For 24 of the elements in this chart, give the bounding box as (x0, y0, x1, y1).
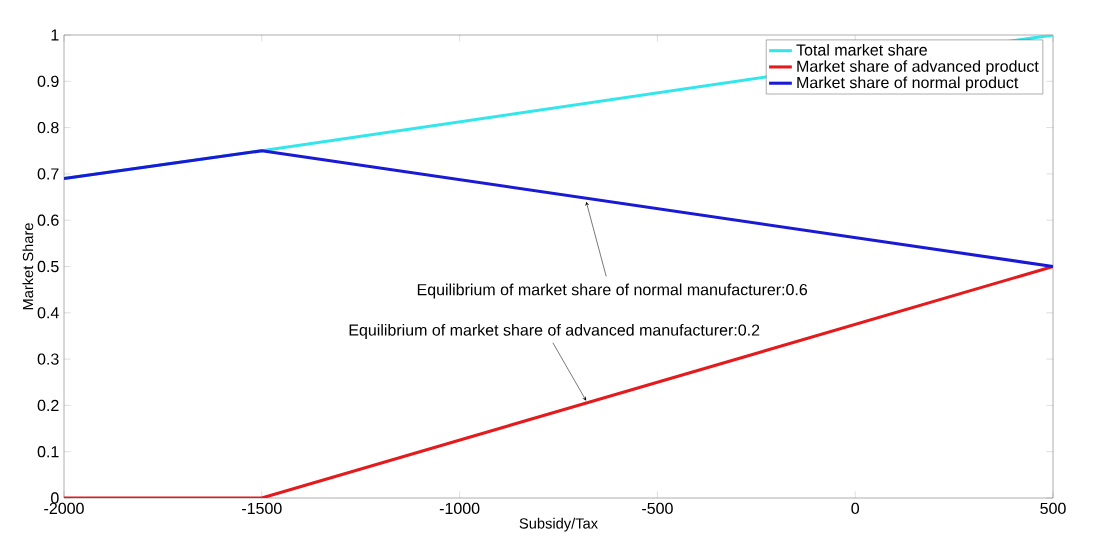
x-tick-label: 0 (851, 502, 860, 515)
y-tick-label: 0.4 (37, 307, 59, 319)
y-tick-label: 0.8 (37, 121, 59, 134)
x-tick-label: -1000 (439, 502, 480, 515)
annotation: Equilibrium of market share of advanced manufacturer:0.2 (349, 323, 760, 339)
x-tick-label: -500 (642, 502, 673, 515)
y-tick-label: 0.3 (37, 353, 59, 365)
legend-label: Market share of normal product (797, 76, 1019, 92)
annotation: Equilibrium of market share of normal manufacturer:0.6 (417, 283, 808, 299)
legend-label: Total market share (796, 43, 927, 56)
y-tick-label: 1 (51, 29, 59, 41)
y-axis-title: Market Share (22, 223, 34, 310)
y-tick-label: 0.2 (37, 399, 59, 412)
y-tick-label: 0 (51, 492, 59, 504)
y-tick-label: 0.7 (37, 168, 59, 180)
y-tick-label: 0.6 (37, 214, 59, 226)
y-tick-label: 0.1 (37, 446, 59, 458)
x-axis-title: Subsidy/Tax (519, 517, 598, 532)
x-tick-label: 500 (1040, 502, 1066, 515)
y-tick-label: 0.5 (37, 260, 59, 273)
x-tick-label: -1500 (242, 502, 282, 515)
legend-label: Market share of advanced product (797, 60, 1039, 76)
y-tick-label: 0.9 (37, 75, 59, 87)
x-tick-label: -2000 (44, 502, 84, 515)
